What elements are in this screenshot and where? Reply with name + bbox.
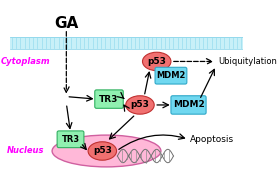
FancyBboxPatch shape bbox=[155, 67, 187, 84]
Ellipse shape bbox=[52, 135, 161, 167]
Text: Apoptosis: Apoptosis bbox=[190, 135, 234, 144]
Text: Cytoplasm: Cytoplasm bbox=[1, 57, 50, 66]
Bar bbox=[10, 37, 243, 49]
Text: TR3: TR3 bbox=[99, 95, 119, 104]
Text: Nucleus: Nucleus bbox=[7, 146, 44, 156]
FancyBboxPatch shape bbox=[57, 131, 84, 148]
FancyBboxPatch shape bbox=[95, 90, 123, 108]
Text: MDM2: MDM2 bbox=[156, 71, 186, 80]
Text: GA: GA bbox=[54, 16, 78, 31]
Text: TR3: TR3 bbox=[61, 135, 80, 144]
Text: p53: p53 bbox=[131, 101, 149, 109]
Ellipse shape bbox=[126, 96, 154, 114]
Ellipse shape bbox=[88, 142, 116, 160]
FancyBboxPatch shape bbox=[171, 96, 206, 114]
Text: Ubiquitylation: Ubiquitylation bbox=[218, 57, 277, 66]
Text: p53: p53 bbox=[147, 57, 166, 66]
Ellipse shape bbox=[143, 52, 171, 71]
Text: p53: p53 bbox=[93, 146, 112, 156]
Text: MDM2: MDM2 bbox=[173, 101, 204, 109]
